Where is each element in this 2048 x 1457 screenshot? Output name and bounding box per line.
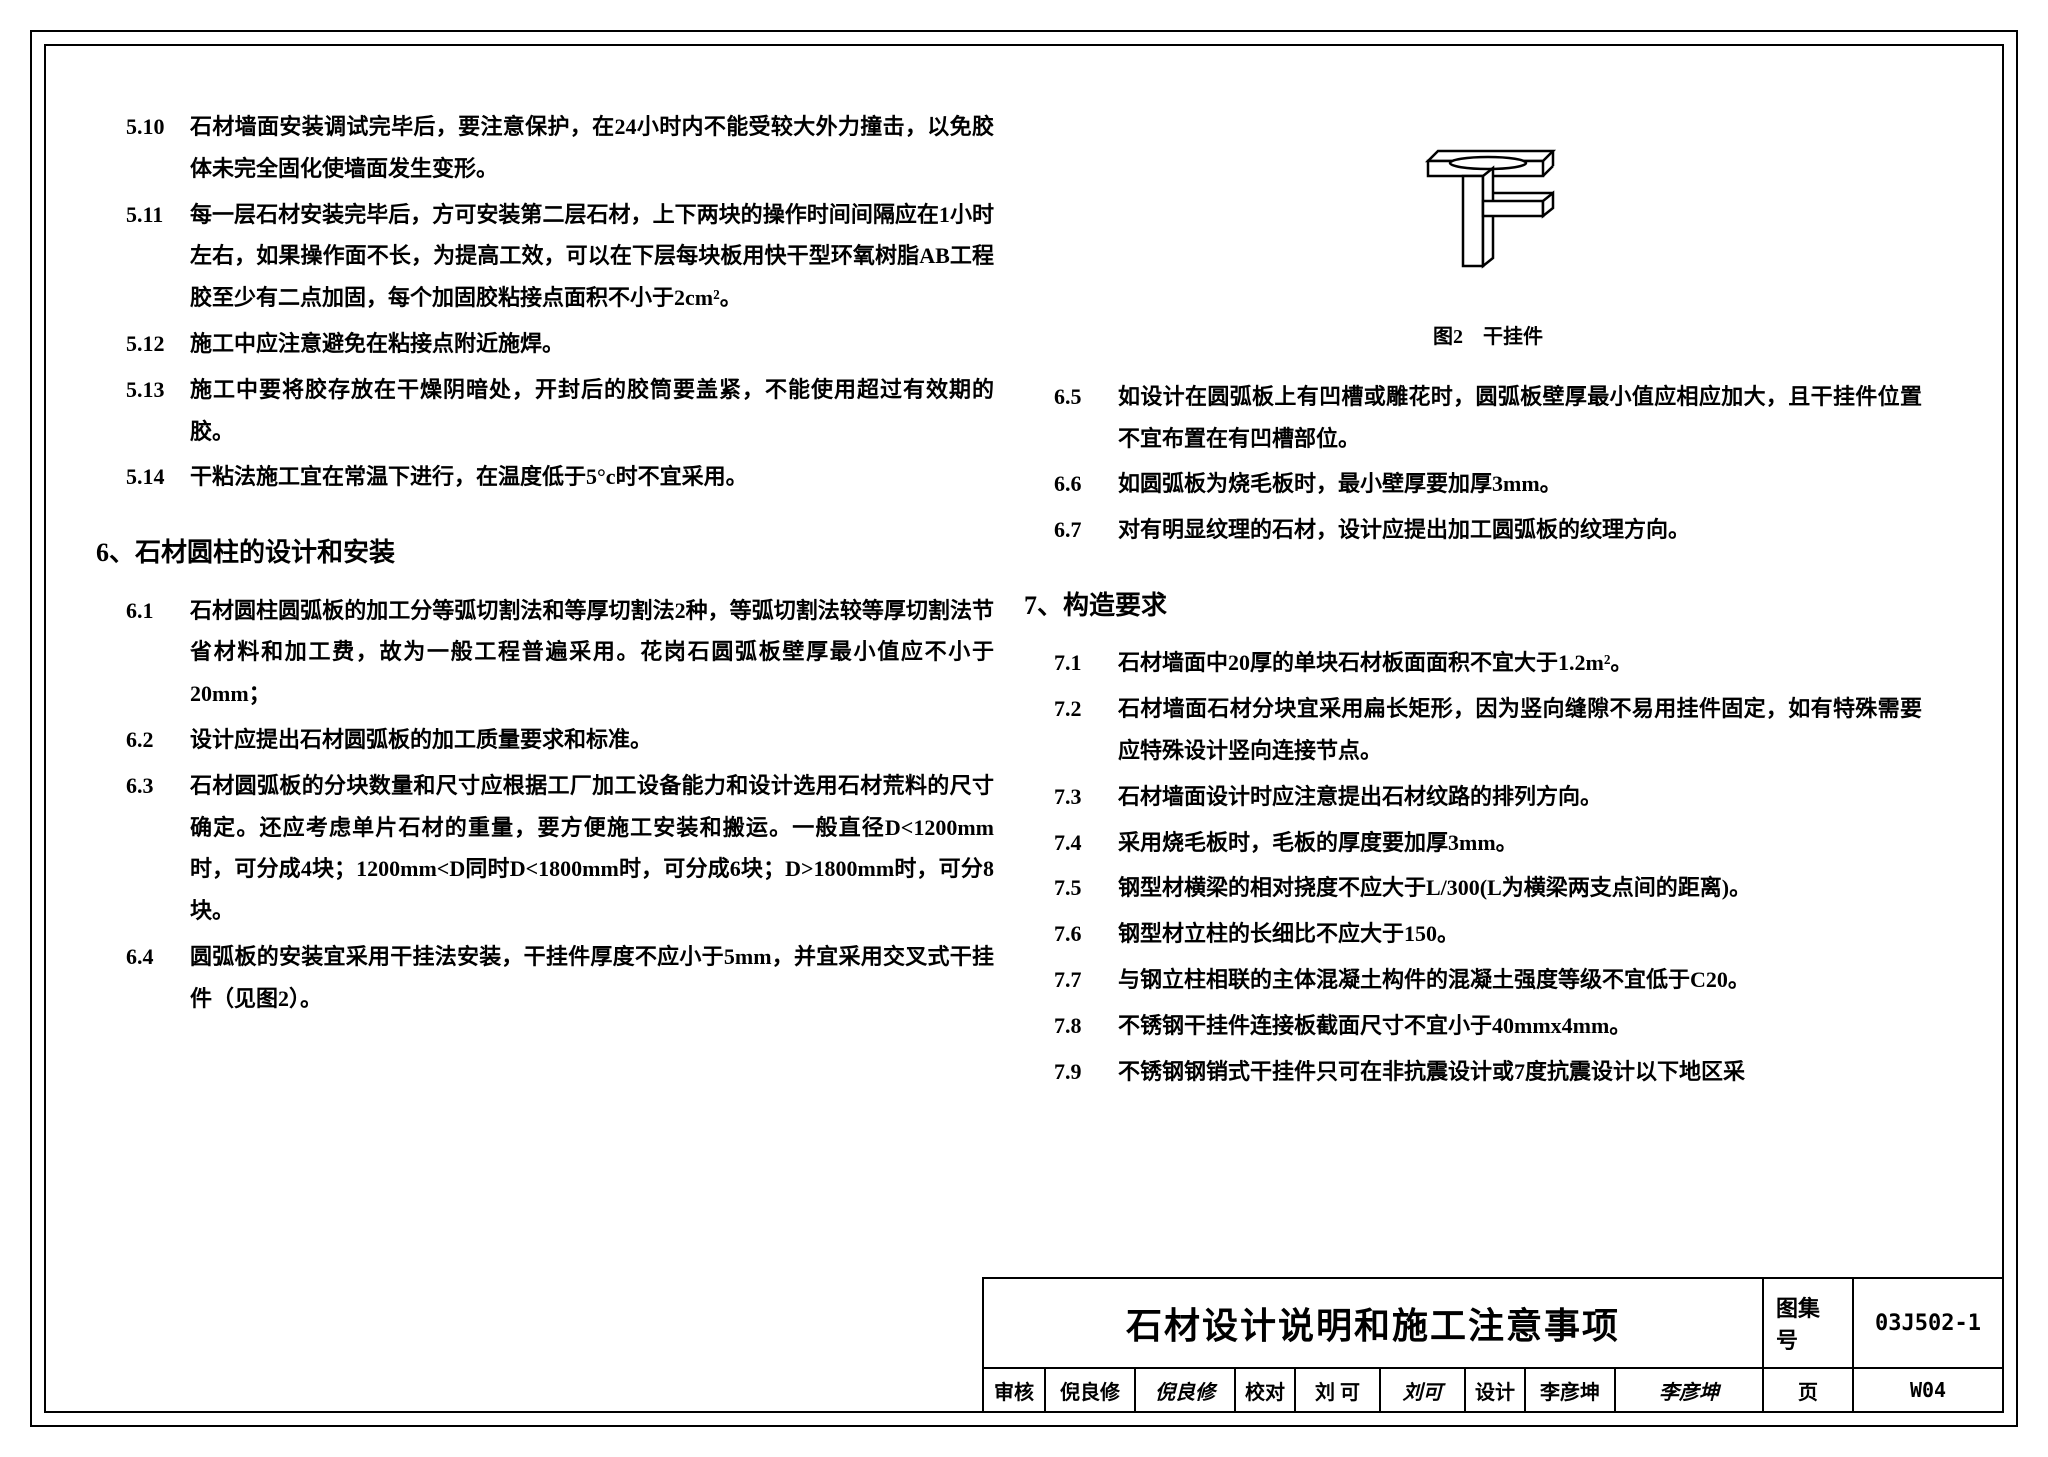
item-text: 石材墙面安装调试完毕后，要注意保护，在24小时内不能受较大外力撞击，以免胶体未完…	[190, 106, 994, 190]
item-text: 石材圆弧板的分块数量和尺寸应根据工厂加工设备能力和设计选用石材荒料的尺寸确定。还…	[190, 765, 994, 932]
item-7-6: 7.6 钢型材立柱的长细比不应大于150。	[1054, 913, 1922, 955]
item-6-5: 6.5 如设计在圆弧板上有凹槽或雕花时，圆弧板壁厚最小值应相应加大，且干挂件位置…	[1054, 376, 1922, 460]
item-text: 不锈钢钢销式干挂件只可在非抗震设计或7度抗震设计以下地区采	[1118, 1051, 1922, 1093]
design-signature: 李彦坤	[1614, 1369, 1762, 1411]
item-7-5: 7.5 钢型材横梁的相对挠度不应大于L/300(L为横梁两支点间的距离)。	[1054, 867, 1922, 909]
item-text: 与钢立柱相联的主体混凝土构件的混凝土强度等级不宜低于C20。	[1118, 959, 1922, 1001]
item-number: 6.4	[126, 936, 190, 1020]
item-6-2: 6.2 设计应提出石材圆弧板的加工质量要求和标准。	[126, 719, 994, 761]
item-number: 7.8	[1054, 1005, 1118, 1047]
proof-signature: 刘可	[1379, 1369, 1464, 1411]
item-text: 石材圆柱圆弧板的加工分等弧切割法和等厚切割法2种，等弧切割法较等厚切割法节省材料…	[190, 590, 994, 715]
item-number: 7.9	[1054, 1051, 1118, 1093]
item-6-7: 6.7 对有明显纹理的石材，设计应提出加工圆弧板的纹理方向。	[1054, 509, 1922, 551]
item-7-8: 7.8 不锈钢干挂件连接板截面尺寸不宜小于40mmx4mm。	[1054, 1005, 1922, 1047]
item-text: 石材墙面设计时应注意提出石材纹路的排列方向。	[1118, 776, 1922, 818]
section-6-heading: 6、石材圆柱的设计和安装	[96, 528, 994, 577]
item-6-1: 6.1 石材圆柱圆弧板的加工分等弧切割法和等厚切割法2种，等弧切割法较等厚切割法…	[126, 590, 994, 715]
item-text: 采用烧毛板时，毛板的厚度要加厚3mm。	[1118, 822, 1922, 864]
left-column: 5.10 石材墙面安装调试完毕后，要注意保护，在24小时内不能受较大外力撞击，以…	[126, 106, 994, 1281]
item-text: 干粘法施工宜在常温下进行，在温度低于5°c时不宜采用。	[190, 456, 994, 498]
audit-signature: 倪良修	[1134, 1369, 1234, 1411]
title-block: 石材设计说明和施工注意事项 图集号 03J502-1 审核 倪良修 倪良修 校对…	[982, 1277, 2002, 1411]
inner-frame: 5.10 石材墙面安装调试完毕后，要注意保护，在24小时内不能受较大外力撞击，以…	[44, 44, 2004, 1413]
item-number: 6.1	[126, 590, 190, 715]
item-number: 7.5	[1054, 867, 1118, 909]
audit-name: 倪良修	[1044, 1369, 1134, 1411]
item-5-12: 5.12 施工中应注意避免在粘接点附近施焊。	[126, 323, 994, 365]
figure-caption: 图2 干挂件	[1054, 318, 1922, 356]
page-value: W04	[1852, 1369, 2002, 1411]
item-7-9: 7.9 不锈钢钢销式干挂件只可在非抗震设计或7度抗震设计以下地区采	[1054, 1051, 1922, 1093]
item-7-1: 7.1 石材墙面中20厚的单块石材板面面积不宜大于1.2m²。	[1054, 642, 1922, 684]
design-name: 李彦坤	[1524, 1369, 1614, 1411]
item-5-10: 5.10 石材墙面安装调试完毕后，要注意保护，在24小时内不能受较大外力撞击，以…	[126, 106, 994, 190]
audit-label: 审核	[984, 1369, 1044, 1411]
page-label: 页	[1762, 1369, 1852, 1411]
item-7-7: 7.7 与钢立柱相联的主体混凝土构件的混凝土强度等级不宜低于C20。	[1054, 959, 1922, 1001]
item-6-6: 6.6 如圆弧板为烧毛板时，最小壁厚要加厚3mm。	[1054, 463, 1922, 505]
item-text: 如设计在圆弧板上有凹槽或雕花时，圆弧板壁厚最小值应相应加大，且干挂件位置不宜布置…	[1118, 376, 1922, 460]
item-number: 7.6	[1054, 913, 1118, 955]
item-text: 石材墙面中20厚的单块石材板面面积不宜大于1.2m²。	[1118, 642, 1922, 684]
item-number: 6.3	[126, 765, 190, 932]
item-7-2: 7.2 石材墙面石材分块宜采用扁长矩形，因为竖向缝隙不易用挂件固定，如有特殊需要…	[1054, 688, 1922, 772]
item-text: 钢型材横梁的相对挠度不应大于L/300(L为横梁两支点间的距离)。	[1118, 867, 1922, 909]
bottom-row: 审核 倪良修 倪良修 校对 刘 可 刘可 设计 李彦坤 李彦坤 页 W04	[984, 1369, 2002, 1411]
section-7-heading: 7、构造要求	[1024, 581, 1922, 630]
atlas-label: 图集号	[1762, 1279, 1852, 1367]
outer-frame: 5.10 石材墙面安装调试完毕后，要注意保护，在24小时内不能受较大外力撞击，以…	[30, 30, 2018, 1427]
drawing-title: 石材设计说明和施工注意事项	[984, 1279, 1762, 1367]
item-text: 石材墙面石材分块宜采用扁长矩形，因为竖向缝隙不易用挂件固定，如有特殊需要应特殊设…	[1118, 688, 1922, 772]
item-text: 如圆弧板为烧毛板时，最小壁厚要加厚3mm。	[1118, 463, 1922, 505]
item-text: 对有明显纹理的石材，设计应提出加工圆弧板的纹理方向。	[1118, 509, 1922, 551]
item-number: 7.1	[1054, 642, 1118, 684]
right-column: 图2 干挂件 6.5 如设计在圆弧板上有凹槽或雕花时，圆弧板壁厚最小值应相应加大…	[1054, 106, 1922, 1281]
item-5-13: 5.13 施工中要将胶存放在干燥阴暗处，开封后的胶筒要盖紧，不能使用超过有效期的…	[126, 369, 994, 453]
item-5-11: 5.11 每一层石材安装完毕后，方可安装第二层石材，上下两块的操作时间间隔应在1…	[126, 194, 994, 319]
proof-name: 刘 可	[1294, 1369, 1379, 1411]
item-text: 圆弧板的安装宜采用干挂法安装，干挂件厚度不应小于5mm，并宜采用交叉式干挂件（见…	[190, 936, 994, 1020]
item-text: 钢型材立柱的长细比不应大于150。	[1118, 913, 1922, 955]
item-number: 7.7	[1054, 959, 1118, 1001]
item-text: 施工中要将胶存放在干燥阴暗处，开封后的胶筒要盖紧，不能使用超过有效期的胶。	[190, 369, 994, 453]
item-text: 每一层石材安装完毕后，方可安装第二层石材，上下两块的操作时间间隔应在1小时左右，…	[190, 194, 994, 319]
item-7-4: 7.4 采用烧毛板时，毛板的厚度要加厚3mm。	[1054, 822, 1922, 864]
item-number: 6.5	[1054, 376, 1118, 460]
item-text: 不锈钢干挂件连接板截面尺寸不宜小于40mmx4mm。	[1118, 1005, 1922, 1047]
item-number: 7.4	[1054, 822, 1118, 864]
design-label: 设计	[1464, 1369, 1524, 1411]
bracket-icon	[1388, 126, 1588, 296]
content-area: 5.10 石材墙面安装调试完毕后，要注意保护，在24小时内不能受较大外力撞击，以…	[126, 106, 1922, 1281]
figure-2: 图2 干挂件	[1054, 126, 1922, 356]
item-number: 5.14	[126, 456, 190, 498]
item-6-3: 6.3 石材圆弧板的分块数量和尺寸应根据工厂加工设备能力和设计选用石材荒料的尺寸…	[126, 765, 994, 932]
proof-label: 校对	[1234, 1369, 1294, 1411]
item-text: 施工中应注意避免在粘接点附近施焊。	[190, 323, 994, 365]
item-number: 5.11	[126, 194, 190, 319]
item-number: 6.2	[126, 719, 190, 761]
item-number: 7.2	[1054, 688, 1118, 772]
item-5-14: 5.14 干粘法施工宜在常温下进行，在温度低于5°c时不宜采用。	[126, 456, 994, 498]
item-number: 7.3	[1054, 776, 1118, 818]
item-6-4: 6.4 圆弧板的安装宜采用干挂法安装，干挂件厚度不应小于5mm，并宜采用交叉式干…	[126, 936, 994, 1020]
item-number: 6.7	[1054, 509, 1118, 551]
item-number: 5.12	[126, 323, 190, 365]
item-7-3: 7.3 石材墙面设计时应注意提出石材纹路的排列方向。	[1054, 776, 1922, 818]
item-number: 5.13	[126, 369, 190, 453]
item-text: 设计应提出石材圆弧板的加工质量要求和标准。	[190, 719, 994, 761]
atlas-value: 03J502-1	[1852, 1279, 2002, 1367]
item-number: 6.6	[1054, 463, 1118, 505]
title-row: 石材设计说明和施工注意事项 图集号 03J502-1	[984, 1279, 2002, 1369]
item-number: 5.10	[126, 106, 190, 190]
